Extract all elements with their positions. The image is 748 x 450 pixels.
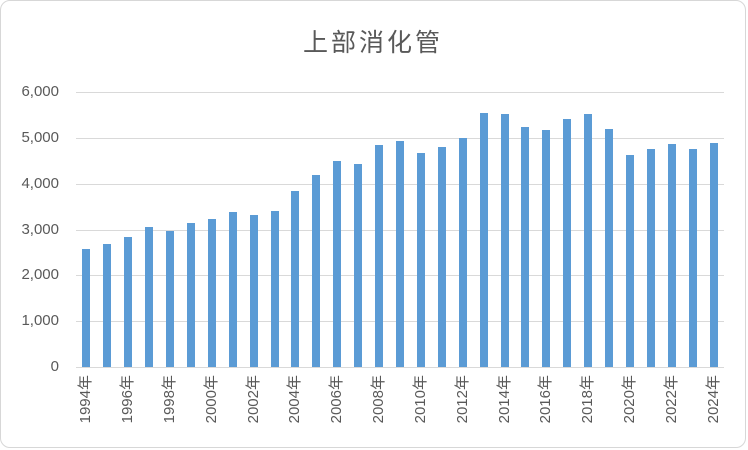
y-axis-tick-label: 3,000 bbox=[21, 220, 59, 238]
bar bbox=[375, 145, 384, 367]
gridline bbox=[76, 92, 724, 93]
bar bbox=[228, 212, 237, 367]
bar bbox=[416, 152, 425, 367]
bar bbox=[479, 112, 488, 367]
chart-title: 上部消化管 bbox=[302, 29, 443, 57]
bar bbox=[145, 226, 154, 367]
x-axis-line bbox=[76, 367, 724, 368]
x-axis-tick-label: 2016年 bbox=[537, 375, 555, 424]
bar bbox=[124, 236, 133, 367]
bar bbox=[521, 126, 530, 367]
y-axis-tick-label: 5,000 bbox=[21, 128, 59, 146]
x-axis-tick-label: 2002年 bbox=[244, 375, 262, 424]
x-axis-tick-label: 2022年 bbox=[662, 375, 680, 424]
x-axis-tick-label: 1994年 bbox=[77, 375, 95, 424]
x-axis-tick-label: 2020年 bbox=[620, 375, 638, 424]
x-axis-tick-label: 2000年 bbox=[202, 375, 220, 424]
x-axis-tick-label: 2018年 bbox=[579, 375, 597, 424]
y-axis-tick-label: 1,000 bbox=[21, 312, 59, 330]
bar bbox=[563, 118, 572, 367]
y-axis-tick-label: 4,000 bbox=[21, 174, 59, 192]
bar bbox=[270, 211, 279, 367]
x-axis-tick-label: 2006年 bbox=[328, 375, 346, 424]
bar bbox=[82, 248, 91, 367]
y-axis-tick-label: 0 bbox=[50, 358, 59, 375]
x-axis-tick-label: 2004年 bbox=[286, 375, 304, 424]
y-axis-tick-label: 6,000 bbox=[21, 83, 59, 100]
bar bbox=[291, 190, 300, 367]
x-axis-tick-label: 1998年 bbox=[161, 375, 179, 424]
x-axis-tick-label: 2024年 bbox=[704, 375, 722, 424]
bar bbox=[207, 218, 216, 367]
bar bbox=[312, 175, 321, 367]
bar bbox=[249, 215, 258, 367]
bar bbox=[646, 148, 655, 367]
x-axis-tick-label: 1996年 bbox=[119, 375, 137, 424]
bar bbox=[333, 161, 342, 367]
y-axis-tick-label: 2,000 bbox=[21, 266, 59, 284]
bar bbox=[667, 144, 676, 367]
bar bbox=[625, 155, 634, 367]
bar bbox=[437, 147, 446, 367]
bar bbox=[542, 129, 551, 367]
x-axis-tick-label: 2008年 bbox=[370, 375, 388, 424]
bar bbox=[688, 149, 697, 367]
bar bbox=[354, 163, 363, 367]
bar bbox=[584, 114, 593, 367]
x-axis-tick-label: 2014年 bbox=[495, 375, 513, 424]
gridline bbox=[76, 137, 724, 139]
x-axis-tick-label: 2010年 bbox=[411, 375, 429, 424]
bar bbox=[500, 114, 509, 367]
bar bbox=[605, 128, 614, 367]
x-axis-tick-label: 2012年 bbox=[453, 375, 471, 424]
bar bbox=[186, 222, 195, 367]
bar bbox=[166, 230, 175, 367]
bar bbox=[396, 141, 404, 367]
bar bbox=[458, 137, 467, 367]
bar bbox=[103, 243, 112, 367]
bar bbox=[709, 142, 718, 367]
